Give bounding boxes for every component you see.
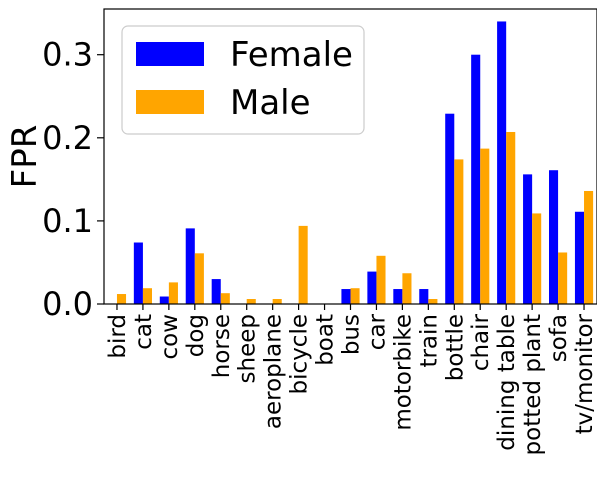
bar-male-bus (350, 288, 360, 304)
x-tick-label: car (364, 313, 390, 350)
bar-female-chair (471, 54, 481, 305)
y-axis-label: FPR (5, 125, 45, 189)
bar-female-car (367, 271, 377, 304)
bar-male-cat (142, 288, 152, 304)
bar-male-dog (194, 253, 204, 304)
bar-female-tv-monitor (574, 211, 585, 304)
bar-female-bottle (445, 113, 455, 304)
bar-male-bicycle (298, 225, 308, 304)
bar-male-tv-monitor (584, 190, 594, 304)
y-tick-label: 0.3 (42, 36, 93, 74)
bar-female-dog (185, 228, 195, 304)
x-tick-label: bird (105, 314, 131, 359)
bar-male-motorbike (402, 273, 412, 304)
x-tick-label: dining table (494, 314, 520, 451)
bar-male-train (428, 299, 438, 304)
bar-female-motorbike (393, 289, 403, 304)
x-tick-label: tv/monitor (572, 313, 597, 434)
y-tick-label: 0.0 (42, 285, 93, 323)
y-tick-label: 0.2 (42, 119, 93, 157)
x-tick-label: sofa (546, 314, 572, 362)
bar-male-cow (168, 282, 178, 304)
bar-female-cow (159, 296, 169, 304)
x-tick-label: cat (131, 314, 157, 350)
legend-swatch-male (136, 90, 204, 114)
x-tick-label: boat (313, 314, 339, 366)
x-tick-label: motorbike (390, 314, 416, 431)
bar-female-dining-table (497, 21, 507, 305)
bars-layer (116, 21, 594, 305)
bar-male-sheep (246, 299, 256, 304)
legend: Female Male (121, 25, 365, 135)
x-tick-label: bus (339, 314, 365, 355)
x-tick-label: cow (157, 314, 183, 360)
bar-female-potted-plant (523, 174, 533, 304)
bar-male-chair (480, 148, 490, 304)
y-axis: 0.0 0.1 0.2 0.3 (42, 36, 104, 323)
y-tick-label: 0.1 (42, 202, 93, 240)
bar-female-bus (341, 289, 351, 304)
legend-swatch-female (136, 42, 204, 66)
bar-male-bird (116, 294, 127, 304)
bar-male-sofa (558, 252, 568, 304)
bar-male-aeroplane (272, 299, 282, 304)
x-tick-label: train (416, 314, 442, 368)
x-tick-label: horse (209, 314, 235, 378)
x-tick-label: aeroplane (261, 314, 287, 429)
legend-label-female: Female (230, 35, 353, 75)
bar-female-train (419, 289, 429, 304)
x-tick-label: sheep (235, 314, 261, 383)
bar-female-sofa (549, 170, 559, 304)
x-axis: bird cat cow dog horse sheep aeroplane bicycle b… (105, 304, 597, 455)
bar-male-horse (220, 293, 230, 304)
x-tick-label: chair (468, 313, 494, 371)
bar-male-car (376, 255, 386, 304)
bar-female-horse (211, 279, 221, 304)
bar-female-cat (133, 242, 143, 304)
legend-label-male: Male (230, 83, 311, 123)
x-tick-label: potted plant (520, 314, 546, 455)
bar-male-potted-plant (532, 213, 542, 304)
x-tick-label: bottle (442, 314, 468, 381)
x-tick-label: bicycle (287, 314, 313, 394)
x-tick-label: dog (183, 314, 209, 357)
bar-male-bottle (454, 159, 464, 304)
bar-male-dining-table (506, 131, 516, 304)
